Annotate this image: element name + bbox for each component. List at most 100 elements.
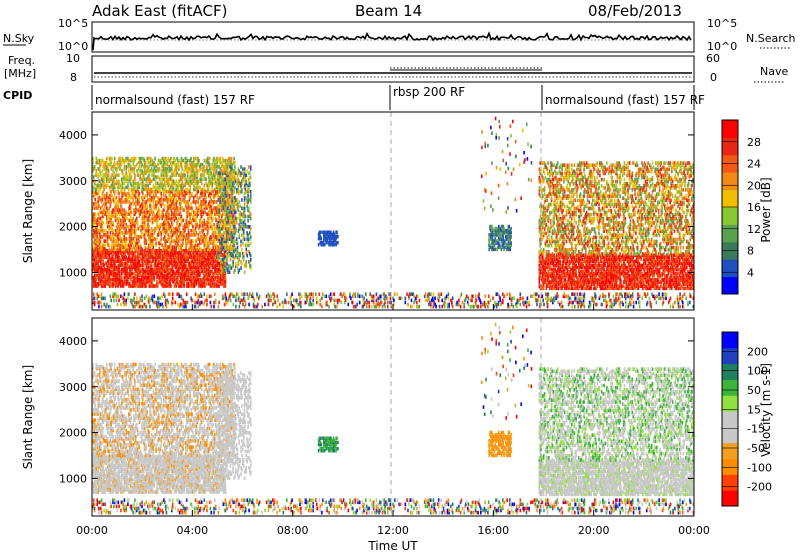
data-cell [136,189,139,194]
data-cell [241,212,243,217]
data-cell [178,271,180,276]
data-cell [489,226,491,231]
data-cell [126,175,128,179]
data-cell [218,183,220,188]
data-cell [110,220,112,225]
data-cell [180,177,183,181]
data-cell [96,202,98,206]
data-cell [166,245,169,249]
data-cell [144,162,147,167]
data-cell [215,237,218,241]
data-cell [219,212,221,216]
data-cell [323,230,326,235]
data-cell [107,282,110,286]
data-cell [178,165,180,169]
data-cell [189,169,191,173]
data-cell [182,267,184,272]
data-cell [491,224,493,229]
data-cell [182,249,184,253]
data-cell [170,255,172,259]
data-cell [223,280,226,284]
data-cell [182,226,184,231]
data-cell [135,265,138,270]
data-cell [178,247,181,252]
data-cell [107,251,110,255]
data-cell [201,255,204,259]
data-cell [133,280,135,284]
data-cell [221,169,224,173]
data-cell [153,195,156,200]
data-cell [148,177,150,181]
data-cell [121,257,124,261]
data-cell [116,212,119,216]
data-cell [146,179,148,183]
data-cell [100,269,103,274]
data-cell [179,162,182,167]
data-cell [191,255,193,259]
cpid-segment-1: normalsound (fast) 157 RF [95,93,255,107]
data-cell [141,156,143,161]
data-cell [207,185,210,190]
data-cell [228,208,231,213]
data-cell [222,245,225,250]
data-cell [117,241,120,245]
data-cell [199,218,201,223]
data-cell [138,259,141,263]
data-cell [175,263,177,268]
data-cell [214,191,217,196]
data-cell [230,165,233,169]
data-cell [108,251,111,255]
data-cell [201,267,204,272]
data-cell [197,271,199,276]
data-cell [215,222,218,227]
data-cell [152,169,155,173]
data-cell [105,171,107,175]
data-cell [214,247,217,252]
data-cell [143,210,146,214]
data-cell [99,275,102,280]
data-cell [119,212,121,216]
data-cell [236,190,239,194]
data-cell [151,284,154,288]
data-cell [152,220,155,225]
data-cell [144,273,147,278]
data-cell [154,214,156,219]
data-cell [157,214,159,219]
data-cell [235,177,238,182]
data-cell [97,183,99,188]
data-cell [200,257,203,261]
data-cell [119,251,121,255]
data-cell [94,218,97,223]
data-cell [164,269,167,274]
data-cell [126,267,128,272]
data-cell [197,156,199,161]
data-cell [176,156,178,161]
data-cell [160,249,163,253]
data-cell [207,181,210,186]
data-cell [124,263,127,268]
data-cell [190,253,192,257]
data-cell [220,266,222,270]
data-cell [120,200,122,204]
data-cell [175,265,177,270]
data-cell [200,278,202,282]
data-cell [126,191,128,196]
data-cell [237,270,240,274]
data-cell [163,255,165,259]
data-cell [104,198,106,202]
data-cell [171,245,173,249]
data-cell [176,191,178,196]
data-cell [99,181,102,186]
data-cell [135,284,137,288]
data-cell [109,189,112,194]
data-cell [125,214,127,219]
data-cell [142,187,144,192]
data-cell [179,265,182,270]
data-cell [111,271,113,276]
data-cell [171,273,173,278]
data-cell [187,210,190,214]
data-cell [144,228,147,233]
data-cell [196,269,199,274]
data-cell [99,210,102,214]
data-cell [127,257,129,261]
